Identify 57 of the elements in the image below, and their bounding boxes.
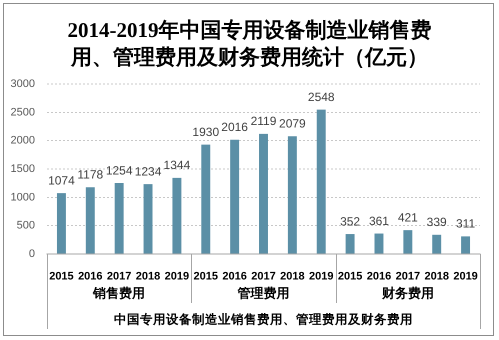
x-tick-label: 2018 bbox=[424, 270, 449, 283]
data-label: 2079 bbox=[279, 116, 306, 131]
data-label: 1178 bbox=[77, 168, 104, 182]
bar bbox=[432, 234, 442, 254]
x-tick-label: 2015 bbox=[194, 270, 218, 283]
data-label: 2016 bbox=[221, 120, 248, 134]
data-label: 421 bbox=[398, 210, 418, 224]
bar bbox=[201, 144, 210, 254]
data-label: 1074 bbox=[48, 173, 76, 188]
x-tick-label: 2019 bbox=[308, 270, 334, 283]
x-tick-label: 2015 bbox=[49, 270, 74, 283]
x-tick-label: 2017 bbox=[251, 270, 276, 283]
x-tick-label: 2016 bbox=[78, 270, 103, 283]
y-tick-label: 3000 bbox=[10, 78, 35, 90]
x-tick-label: 2018 bbox=[136, 270, 160, 283]
bar bbox=[346, 234, 355, 254]
x-tick-label: 2018 bbox=[280, 270, 305, 283]
y-tick-label: 500 bbox=[16, 220, 35, 232]
bar bbox=[114, 182, 124, 254]
bar bbox=[230, 140, 240, 254]
x-tick-label: 2019 bbox=[164, 270, 190, 283]
bar bbox=[172, 178, 182, 254]
text: 销售费用 bbox=[92, 286, 146, 301]
bar bbox=[56, 193, 66, 254]
x-tick-label: 2016 bbox=[222, 270, 247, 283]
data-label: 361 bbox=[368, 214, 390, 228]
data-label: 311 bbox=[456, 216, 476, 231]
bar bbox=[144, 184, 153, 254]
text: 管理费用 bbox=[236, 286, 290, 301]
x-tick-label: 2017 bbox=[396, 270, 420, 283]
data-label: 2119 bbox=[250, 114, 277, 128]
y-tick-label: 2000 bbox=[10, 134, 35, 147]
y-tick-label: 2500 bbox=[10, 106, 35, 118]
data-label: 1234 bbox=[134, 164, 162, 178]
chart-title: 2014-2019年中国专用设备制造业销售费用、管理费用及财务费用统计（亿元） bbox=[66, 17, 432, 71]
y-tick-label: 1000 bbox=[10, 191, 35, 204]
data-label: 1344 bbox=[164, 158, 191, 172]
data-label: 1254 bbox=[106, 163, 133, 178]
bar bbox=[461, 236, 470, 254]
bar bbox=[316, 110, 326, 254]
bar bbox=[288, 136, 297, 254]
data-label: 339 bbox=[426, 215, 448, 230]
x-tick-label: 2017 bbox=[106, 270, 132, 283]
x-axis-title: 中国专用设备制造业销售费用、管理费用及财务费用 bbox=[114, 311, 413, 326]
data-label: 2548 bbox=[308, 90, 335, 104]
data-label: 352 bbox=[340, 214, 360, 228]
x-tick-label: 2019 bbox=[453, 270, 478, 283]
bar bbox=[259, 134, 268, 254]
bar bbox=[403, 230, 412, 254]
x-tick-label: 2016 bbox=[366, 270, 392, 283]
text: 财务费用 bbox=[380, 286, 434, 301]
data-label: 1930 bbox=[192, 124, 220, 139]
y-tick-label: 1500 bbox=[10, 163, 35, 176]
bar bbox=[86, 187, 95, 254]
x-tick-label: 2015 bbox=[338, 270, 362, 283]
bar bbox=[374, 234, 384, 254]
y-tick-label: 0 bbox=[28, 248, 35, 260]
